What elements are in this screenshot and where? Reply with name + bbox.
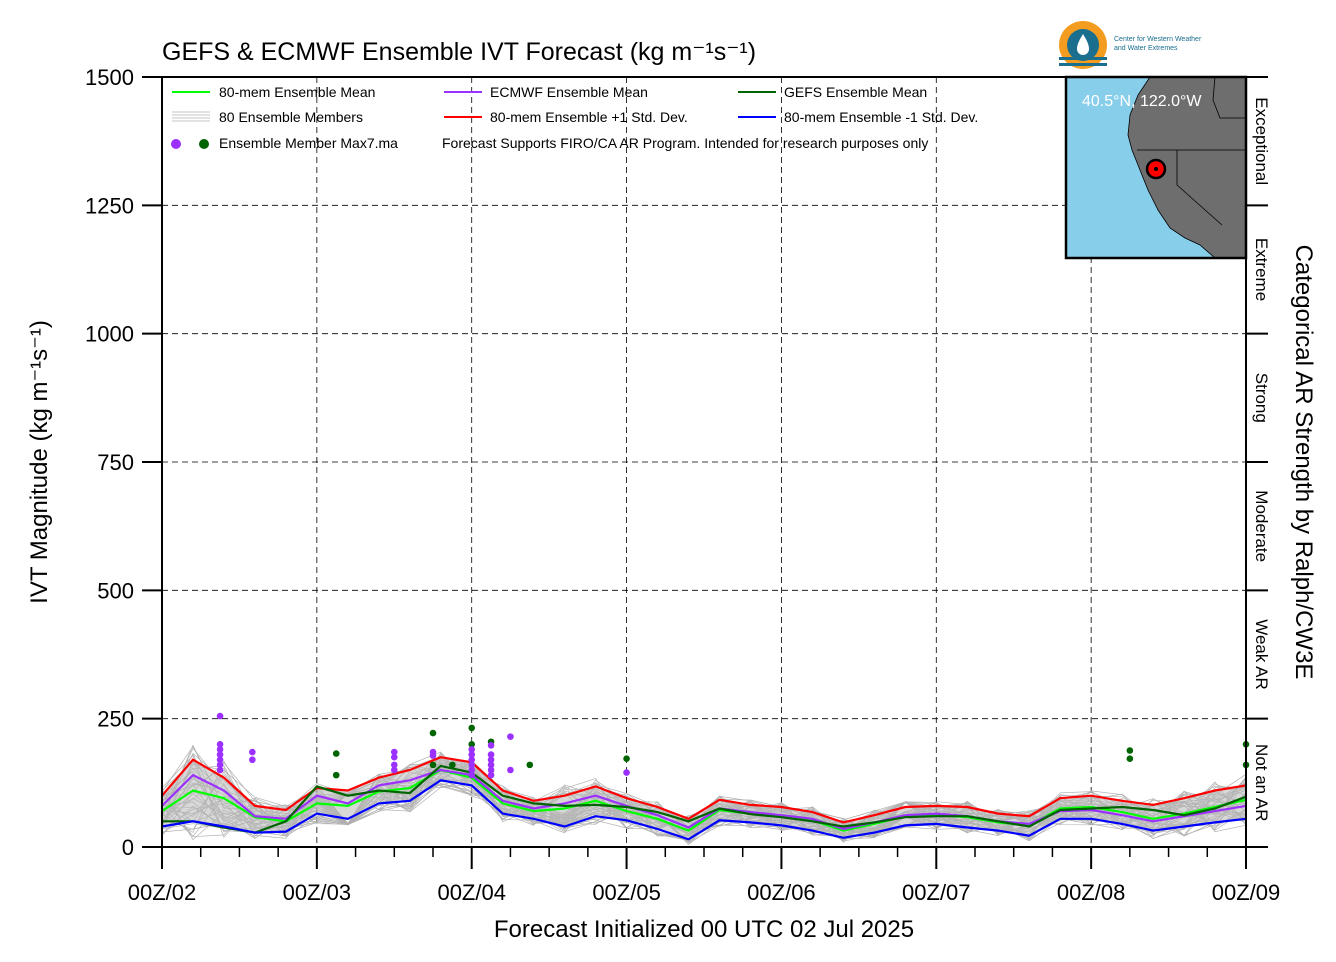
max-point xyxy=(1126,755,1134,763)
x-axis-label: Forecast Initialized 00 UTC 02 Jul 2025 xyxy=(494,916,914,943)
max-point xyxy=(216,712,224,720)
y-tick-label: 1000 xyxy=(85,322,134,347)
x-tick-label: 00Z/06 xyxy=(747,880,816,905)
legend-note: Forecast Supports FIRO/CA AR Program. In… xyxy=(442,135,928,151)
max-point xyxy=(507,733,514,740)
max-point xyxy=(390,761,398,769)
series-line xyxy=(161,779,1247,841)
max-point xyxy=(216,751,224,758)
max-point xyxy=(429,761,437,769)
max-point xyxy=(468,756,476,764)
series-line xyxy=(161,768,1247,832)
max-point xyxy=(526,761,534,769)
max-point xyxy=(429,752,437,759)
x-tick-label: 00Z/09 xyxy=(1212,880,1281,905)
max-point xyxy=(487,761,495,769)
y-tick-label: 500 xyxy=(97,578,134,603)
max-point xyxy=(390,766,398,774)
inset-border-id xyxy=(1212,76,1246,119)
max-point xyxy=(216,741,224,748)
max-point xyxy=(249,756,256,764)
max-point xyxy=(487,756,495,764)
series-line xyxy=(161,768,1247,831)
inset-border-ca-nv xyxy=(1176,150,1223,226)
max-point xyxy=(449,761,456,769)
max-point xyxy=(249,748,256,756)
max-point xyxy=(487,742,495,749)
logo-drop-icon xyxy=(1077,34,1089,55)
x-tick-label: 00Z/02 xyxy=(128,880,197,905)
max-point xyxy=(216,761,224,769)
legend-swatch-members xyxy=(172,111,210,122)
x-tick-label: 00Z/07 xyxy=(902,880,971,905)
y-tick-label: 750 xyxy=(97,450,134,475)
y-axis-label: IVT Magnitude (kg m⁻¹s⁻¹) xyxy=(26,320,53,604)
max-point xyxy=(468,741,476,748)
max-point xyxy=(468,771,476,779)
max-point xyxy=(429,729,437,737)
inset-location-label: 40.5°N, 122.0°W xyxy=(1082,93,1202,110)
logo-text-line1: Center for Western Weather xyxy=(1114,36,1202,43)
series-line xyxy=(161,756,1247,824)
legend: 80-mem Ensemble Mean ECMWF Ensemble Mean… xyxy=(171,84,978,151)
category-label: Not an AR xyxy=(1252,744,1271,822)
axis-ticks: 0 250 500 750 1000 1250 1500 00Z/02 00Z/03 00Z/04… xyxy=(85,65,1280,905)
max-point xyxy=(487,751,495,758)
max-point xyxy=(468,724,476,732)
max-point xyxy=(468,766,476,774)
max-point xyxy=(623,755,630,763)
max-points xyxy=(216,712,1250,779)
cw3e-logo: Center for Western Weather and Water Ext… xyxy=(1059,21,1202,69)
max-point xyxy=(332,750,340,757)
max-point xyxy=(468,751,476,758)
legend-label-ecmwf-mean: ECMWF Ensemble Mean xyxy=(490,84,648,100)
legend-dot-ecmwf-icon xyxy=(171,139,181,149)
max-point xyxy=(623,769,630,776)
category-label: Weak AR xyxy=(1252,619,1271,690)
legend-label-minus-std: 80-mem Ensemble -1 Std. Dev. xyxy=(784,109,978,125)
series-line xyxy=(162,764,1247,834)
x-tick-label: 00Z/05 xyxy=(592,880,661,905)
category-axis: Not an AR Weak AR Moderate Strong Extreme Exc… xyxy=(1245,76,1271,848)
legend-label-plus-std: 80-mem Ensemble +1 Std. Dev. xyxy=(490,109,688,125)
legend-label-members: 80 Ensemble Members xyxy=(219,109,363,125)
max-point xyxy=(468,761,476,769)
x-tick-label: 00Z/03 xyxy=(283,880,352,905)
category-label: Exceptional xyxy=(1252,97,1271,185)
chart-title: GEFS & ECMWF Ensemble IVT Forecast (kg m… xyxy=(162,38,756,66)
x-tick-label: 00Z/08 xyxy=(1057,880,1126,905)
inset-map: 40.5°N, 122.0°W xyxy=(1064,75,1248,260)
plot-area: 0 250 500 750 1000 1250 1500 00Z/02 00Z/03 00Z/04… xyxy=(85,65,1280,905)
category-label: Moderate xyxy=(1252,490,1271,562)
legend-label-80mem-mean: 80-mem Ensemble Mean xyxy=(219,84,375,100)
max-point xyxy=(390,748,398,756)
x-tick-label: 00Z/04 xyxy=(437,880,506,905)
legend-label-max: Ensemble Member Max7.ma xyxy=(219,135,398,151)
y-tick-label: 1250 xyxy=(85,193,134,218)
right-axis-label: Categorical AR Strength by Ralph/CW3E xyxy=(1290,245,1317,680)
max-point xyxy=(487,771,495,779)
category-label: Extreme xyxy=(1252,238,1271,301)
max-point xyxy=(216,766,224,774)
y-tick-label: 250 xyxy=(97,707,134,732)
max-point xyxy=(216,756,224,764)
legend-label-gefs-mean: GEFS Ensemble Mean xyxy=(784,84,927,100)
max-point xyxy=(390,753,398,761)
max-point xyxy=(507,766,514,774)
max-point xyxy=(487,766,495,774)
y-tick-label: 0 xyxy=(122,835,134,860)
y-tick-label: 1500 xyxy=(85,65,134,90)
category-label: Strong xyxy=(1252,373,1271,423)
max-point xyxy=(332,771,340,779)
logo-text-line2: and Water Extremes xyxy=(1114,45,1178,52)
max-point xyxy=(216,746,224,753)
max-point xyxy=(1126,747,1134,754)
max-point xyxy=(468,746,476,753)
series-lines xyxy=(161,756,1247,841)
legend-dot-gefs-icon xyxy=(199,139,209,149)
